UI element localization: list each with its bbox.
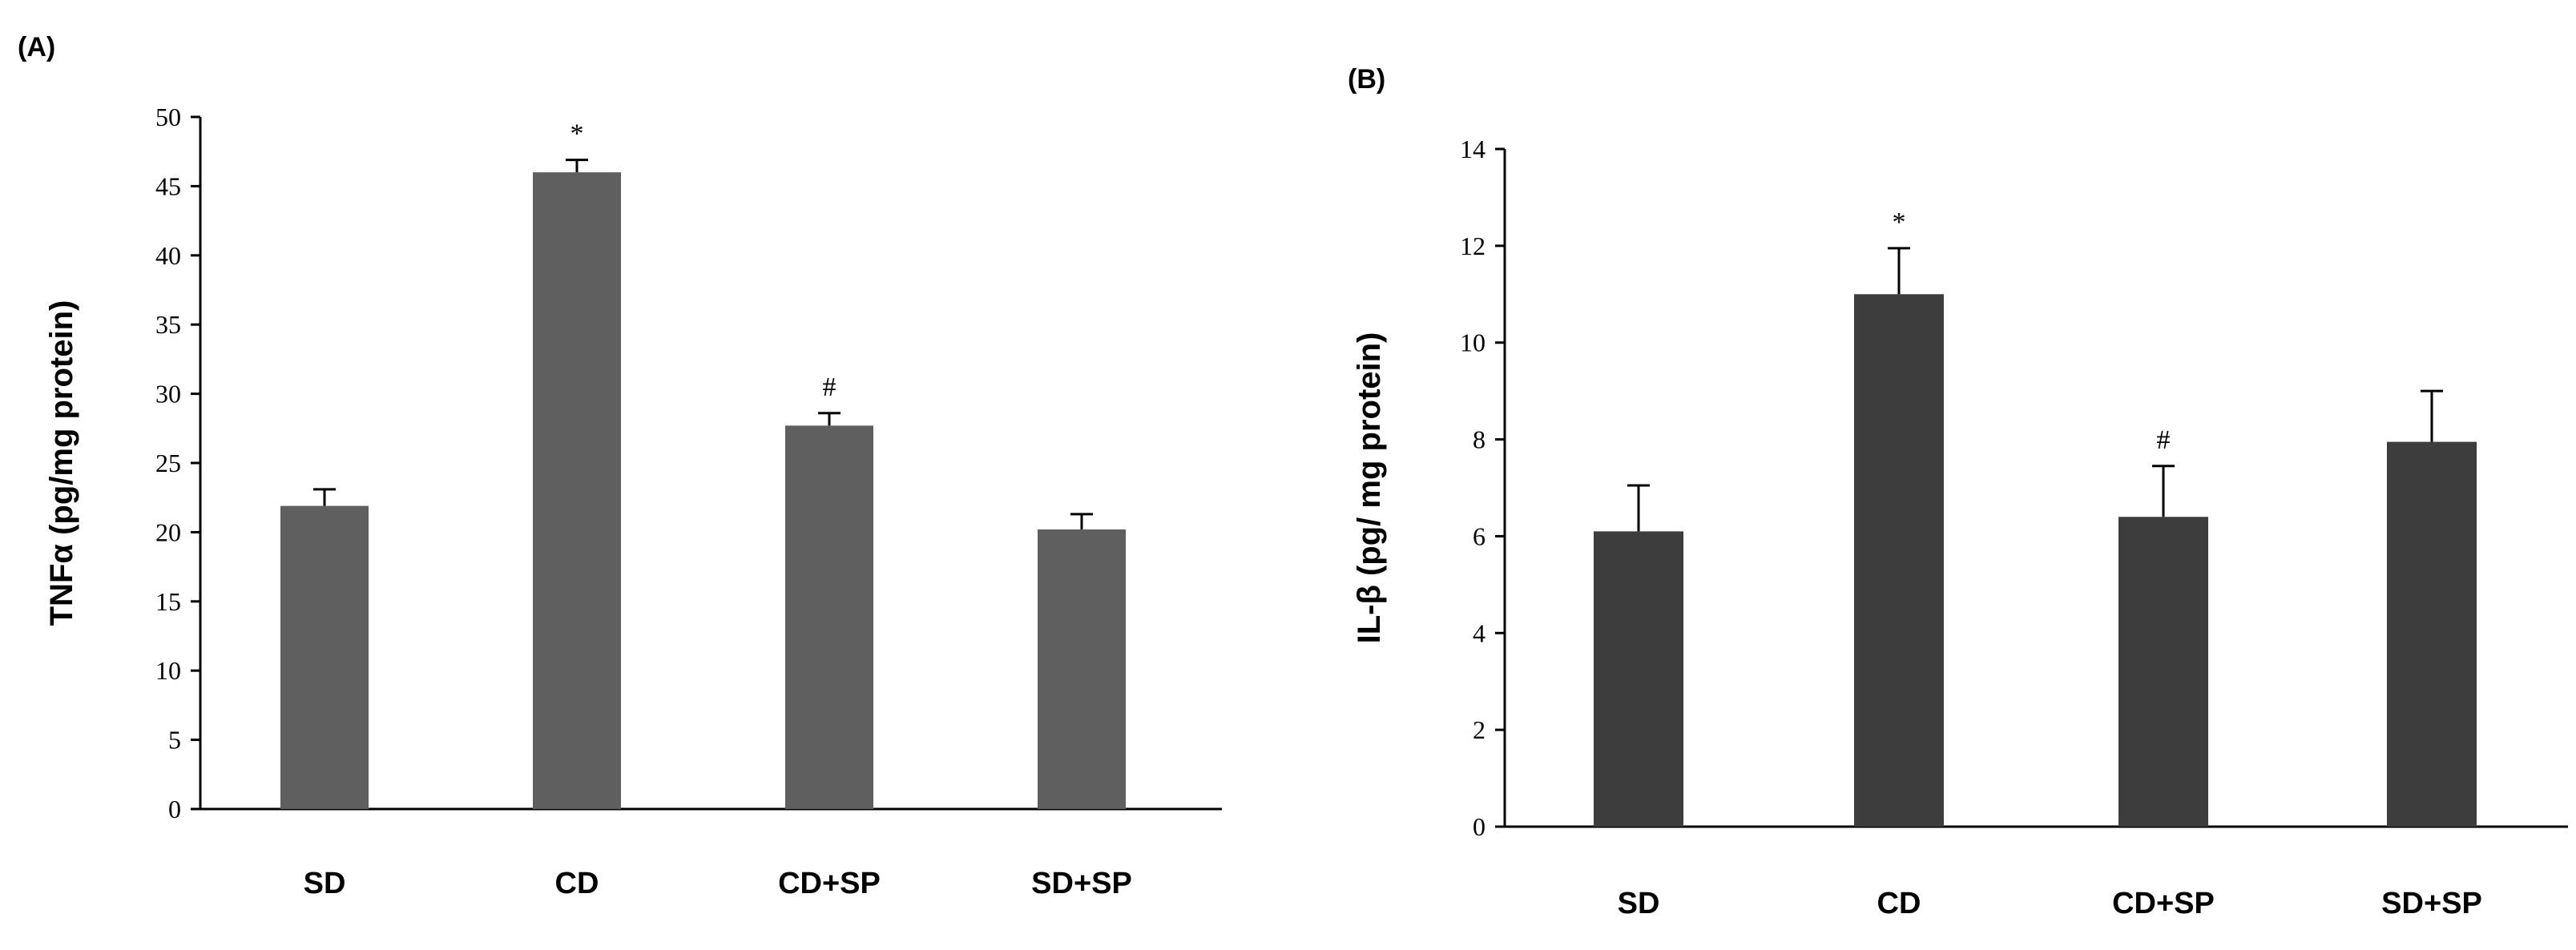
bar-sd-plus-sp — [2387, 441, 2477, 827]
y-tick-label: 15 — [155, 587, 181, 616]
x-category-label: SD — [304, 867, 346, 900]
y-tick-label: 35 — [155, 310, 181, 339]
panel-a-y-ticks: 0 5 10 15 20 25 30 35 40 45 50 — [155, 103, 200, 823]
y-tick-label: 30 — [155, 380, 181, 409]
x-category-label: SD — [1618, 887, 1660, 920]
panel-b-y-axis-title: IL-β (pg/ mg protein) — [1352, 332, 1387, 644]
y-tick-label: 10 — [1460, 328, 1486, 357]
panel-a-bars: *# — [280, 119, 1126, 809]
x-category-label: CD — [555, 867, 599, 900]
x-category-label: SD+SP — [2381, 887, 2482, 920]
bar-cd-plus-sp — [785, 425, 873, 809]
bar-cd-plus-sp — [2118, 517, 2208, 827]
bar-cd — [1854, 294, 1944, 827]
x-category-label: SD+SP — [1031, 867, 1132, 900]
y-tick-label: 45 — [155, 171, 181, 200]
x-category-label: CD+SP — [778, 867, 881, 900]
bar-cd — [533, 172, 621, 809]
y-tick-label: 2 — [1473, 715, 1486, 744]
significance-asterisk: * — [1893, 207, 1906, 237]
y-tick-label: 40 — [155, 241, 181, 270]
y-tick-label: 6 — [1473, 521, 1486, 550]
bar-sd-plus-sp — [1038, 529, 1126, 809]
bar-sd — [280, 505, 369, 809]
significance-hash: # — [823, 372, 836, 402]
significance-hash: # — [2157, 425, 2171, 455]
significance-asterisk: * — [570, 119, 584, 149]
panel-b-y-ticks: 0 2 4 6 8 10 12 14 — [1460, 135, 1505, 841]
y-tick-label: 5 — [168, 726, 181, 755]
y-tick-label: 20 — [155, 517, 181, 546]
y-tick-label: 4 — [1473, 618, 1486, 647]
bar-sd — [1594, 531, 1683, 827]
panel-a-chart: (A) TNFα (pg/mg protein) 0 5 10 15 20 25 30 35 4… — [18, 32, 1222, 900]
x-category-label: CD — [1877, 887, 1921, 920]
panel-b-bars: *# — [1594, 207, 2477, 827]
x-category-label: CD+SP — [2112, 887, 2215, 920]
y-tick-label: 50 — [155, 103, 181, 131]
y-tick-label: 8 — [1473, 425, 1486, 454]
y-tick-label: 14 — [1460, 135, 1486, 163]
y-tick-label: 0 — [1473, 812, 1486, 841]
y-tick-label: 12 — [1460, 231, 1486, 260]
panel-a-y-axis-title: TNFα (pg/mg protein) — [44, 300, 79, 626]
y-tick-label: 10 — [155, 656, 181, 685]
panel-a-label: (A) — [18, 32, 55, 62]
panel-a-categories: SD CD CD+SP SD+SP — [304, 867, 1132, 900]
panel-b-categories: SD CD CD+SP SD+SP — [1618, 887, 2482, 920]
y-tick-label: 25 — [155, 449, 181, 477]
y-tick-label: 0 — [168, 795, 181, 823]
panel-b-label: (B) — [1348, 64, 1385, 95]
